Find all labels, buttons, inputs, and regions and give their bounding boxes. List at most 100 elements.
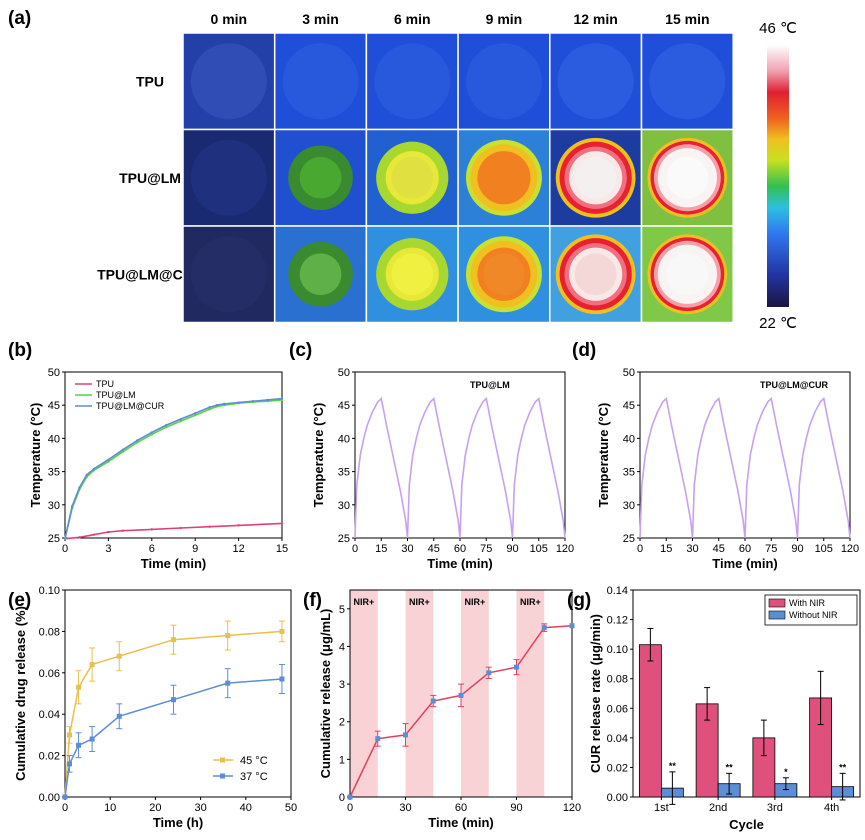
- panel-label: (g): [567, 590, 591, 611]
- legend-label: Without NIR: [789, 610, 838, 620]
- y-tick-label: 35: [623, 467, 635, 479]
- thermal-image-cell: [457, 225, 551, 324]
- x-tick-label: 120: [556, 543, 574, 555]
- x-axis-label: Time (min): [712, 556, 778, 571]
- thermal-image-cell: [457, 128, 551, 227]
- data-point: [107, 460, 110, 463]
- y-tick-label: 0.10: [607, 644, 628, 656]
- nir-region-label: NIR+: [464, 597, 485, 607]
- data-point: [179, 417, 182, 421]
- legend-label: With NIR: [789, 598, 826, 608]
- x-tick-label: 45: [428, 543, 440, 555]
- thermal-image-cell: [273, 225, 368, 324]
- data-point: [150, 431, 153, 434]
- thermal-image-cell: [549, 225, 643, 324]
- data-point: [92, 467, 96, 471]
- time-header: 6 min: [394, 11, 431, 27]
- data-point: [170, 697, 176, 703]
- data-point: [430, 698, 436, 704]
- thermal-spot: [299, 253, 342, 296]
- thermal-spot: [282, 43, 359, 120]
- x-tick-label: 90: [791, 543, 803, 555]
- thermal-spot: [465, 43, 542, 120]
- sample-row-label: TPU@LM@CUR: [97, 266, 203, 282]
- data-point: [486, 670, 492, 676]
- chart-c: 25 30 35 40 45 50 0 15 30 45 60 75 90 105 120 Time (min…: [289, 340, 574, 571]
- x-tick-label: 90: [510, 802, 522, 814]
- data-point: [89, 662, 95, 668]
- data-point: [107, 458, 110, 461]
- sample-row-label: TPU: [136, 73, 164, 89]
- y-axis-label: CUR release rate (μg/min): [588, 614, 603, 773]
- y-tick-label: 35: [48, 467, 60, 479]
- data-point: [116, 713, 122, 719]
- x-tick-label: 30: [399, 802, 411, 814]
- data-point: [208, 407, 211, 411]
- thermal-spot: [557, 43, 634, 120]
- thermal-spot: [666, 156, 709, 199]
- data-point: [237, 401, 240, 404]
- x-tick-label: 120: [563, 802, 581, 814]
- y-tick-label: 4: [339, 641, 345, 653]
- thermal-cell-border: [640, 225, 734, 324]
- data-point: [67, 761, 73, 767]
- series-line: [639, 397, 851, 539]
- x-tick-label: 15: [660, 543, 672, 555]
- legend-marker: [220, 757, 225, 763]
- thermal-spot: [649, 43, 726, 120]
- data-point: [63, 537, 67, 540]
- significance-mark: **: [669, 761, 677, 771]
- chart-g: 0.00 0.02 0.04 0.06 0.08 0.10 0.12 0.14 1st ** 2nd…: [567, 585, 861, 832]
- thermal-image-cell: [457, 32, 551, 131]
- y-tick-label: 45: [338, 400, 350, 412]
- y-tick-label: 5: [339, 604, 345, 616]
- panel-label: (f): [303, 590, 322, 611]
- data-point: [170, 637, 176, 643]
- y-tick-label: 25: [48, 533, 60, 545]
- data-point: [194, 411, 197, 415]
- chart-f: NIR+ NIR+ NIR+ NIR+ 0 1 2 3 4 5 0 30 60 90 120 Time (mi…: [303, 589, 581, 830]
- thermal-image-cell: [640, 32, 734, 131]
- y-tick-label: 0.14: [607, 585, 628, 597]
- plot-frame: [639, 371, 851, 539]
- thermal-spot: [483, 156, 525, 199]
- data-point: [280, 397, 284, 400]
- x-tick-label: 50: [285, 802, 297, 814]
- sample-row-label: TPU@LM: [119, 170, 181, 186]
- time-header: 15 min: [665, 11, 709, 27]
- colorbar-min-label: 22 ℃: [759, 315, 797, 332]
- data-point: [251, 400, 255, 403]
- thermal-spot: [190, 139, 267, 216]
- data-point: [76, 742, 82, 748]
- data-point: [67, 732, 73, 738]
- x-tick-label: 20: [149, 802, 161, 814]
- data-point: [514, 664, 519, 670]
- thermal-spot: [483, 253, 525, 296]
- data-point: [225, 633, 231, 639]
- x-tick-label: 30: [194, 802, 206, 814]
- x-tick-label: 60: [454, 543, 466, 555]
- thermal-image-cell: [182, 32, 276, 131]
- data-point: [150, 528, 153, 531]
- y-tick-label: 0.04: [39, 709, 60, 721]
- data-point: [208, 525, 211, 528]
- thermal-spot: [666, 253, 709, 296]
- nir-region-label: NIR+: [353, 597, 374, 607]
- y-tick-label: 0.02: [607, 762, 628, 774]
- data-point: [208, 405, 211, 409]
- x-axis-label: Time (min): [427, 556, 493, 571]
- data-point: [62, 794, 68, 800]
- y-tick-label: 0.08: [607, 674, 628, 686]
- panel-a-label: (a): [8, 8, 31, 29]
- data-point: [279, 628, 285, 634]
- thermal-image-cell: [549, 128, 643, 227]
- data-point: [541, 625, 547, 631]
- y-tick-label: 1: [339, 754, 345, 766]
- nir-region-label: NIR+: [409, 597, 430, 607]
- series-line: [64, 522, 283, 540]
- data-point: [107, 530, 110, 534]
- plot-frame: [64, 589, 292, 798]
- thermal-spot: [190, 236, 267, 313]
- data-point: [116, 653, 122, 659]
- thermal-image-cell: [365, 128, 459, 227]
